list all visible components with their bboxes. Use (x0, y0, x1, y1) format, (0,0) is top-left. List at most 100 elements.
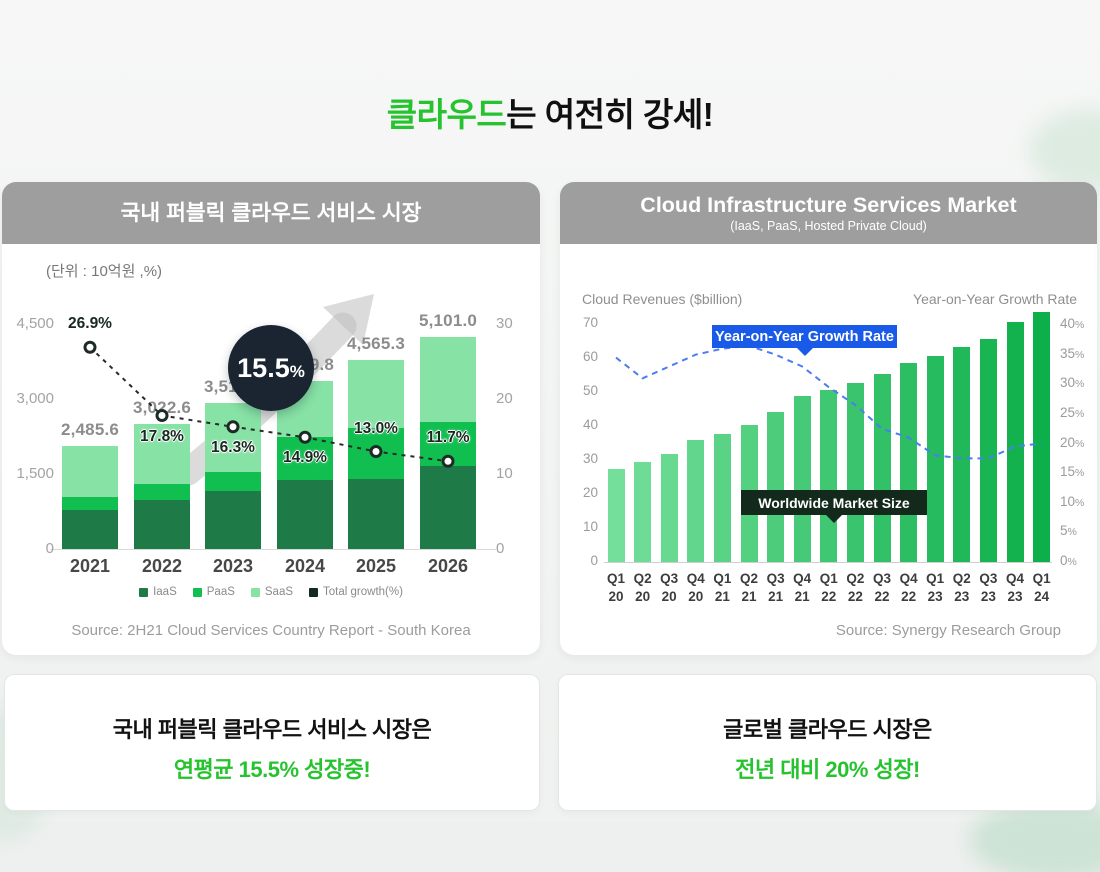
x-axis-year-label: 2026 (427, 556, 469, 576)
growth-rate-label: 26.9% (68, 315, 112, 333)
x-axis-quarter-label: Q1 20 (601, 570, 631, 605)
x-axis-quarter-label: Q4 22 (894, 570, 924, 605)
paas-segment (205, 471, 261, 491)
y-axis-right-tick: 0% (1060, 553, 1077, 568)
y-axis-right-tick: 20 (496, 390, 513, 407)
tick-percent: % (1075, 348, 1085, 361)
market-size-callout-label: Worldwide Market Size (758, 494, 910, 511)
y-axis-right-tick: 5% (1060, 523, 1077, 538)
revenue-bar-Q3-23 (979, 338, 997, 562)
saas-segment (348, 359, 404, 428)
quarter-line: Q1 (1032, 571, 1051, 586)
quarter-line: Q1 (819, 571, 838, 586)
x-axis-quarter-label: Q4 23 (1000, 570, 1030, 605)
y-axis-left-tick: 20 (582, 485, 598, 500)
chart-underlay (50, 294, 496, 550)
bar-value-label: 2,485.6 (60, 419, 120, 439)
tick-percent: % (1067, 556, 1077, 568)
summary-global: 글로벌 클라우드 시장은 전년 대비 20% 성장! (558, 674, 1097, 811)
global-card-header: Cloud Infrastructure Services Market (Ia… (560, 182, 1097, 244)
y-axis-right-tick: 25% (1060, 405, 1084, 420)
growth-rate-label: 16.3% (211, 438, 255, 456)
source-global: Source: Synergy Research Group (835, 622, 1061, 639)
x-axis-quarter-label: Q3 21 (761, 570, 791, 605)
year-line: 22 (847, 588, 863, 604)
revenue-bar-Q4-22 (900, 362, 918, 562)
global-bar-line-chart: Year-on-Year Growth Rate Worldwide Marke… (560, 182, 1097, 655)
quarter-line: Q2 (739, 571, 758, 586)
legend-label: IaaS (153, 586, 177, 598)
summary-domestic-line2: 연평균 15.5% 성장중! (173, 757, 371, 782)
revenue-bar-Q3-22 (873, 374, 891, 562)
global-market-card: Cloud Infrastructure Services Market (Ia… (560, 182, 1097, 655)
x-axis-quarter-label: Q1 21 (707, 570, 737, 605)
right-axis-title: Year-on-Year Growth Rate (913, 291, 1077, 307)
year-line: 20 (608, 588, 624, 604)
legend-label: PaaS (206, 586, 235, 598)
legend-item-paas: PaaS (192, 586, 235, 598)
domestic-market-card: 국내 퍼블릭 클라우드 서비스 시장 (단위 : 10억원 ,%) 15.5% … (2, 182, 540, 655)
tick-number: 25 (1060, 404, 1076, 420)
summary-global-line1: 글로벌 클라우드 시장은 (723, 717, 932, 742)
legend-item-iaas: IaaS (139, 586, 177, 598)
y-axis-right-tick: 30 (496, 315, 513, 332)
revenue-bar-Q1-21 (713, 433, 731, 562)
quarter-line: Q4 (1005, 571, 1024, 586)
year-line: 20 (661, 588, 677, 604)
growth-arrow-icon (174, 312, 357, 486)
x-axis-quarter-label: Q2 22 (840, 570, 870, 605)
global-card-subtitle: (IaaS, PaaS, Hosted Private Cloud) (730, 219, 927, 233)
y-axis-left-tick: 0 (590, 553, 598, 568)
footer-strip (0, 822, 1100, 872)
bar-value-label: 4,039.8 (275, 355, 335, 375)
domestic-card-header: 국내 퍼블릭 클라우드 서비스 시장 (2, 182, 540, 244)
x-axis-quarter-label: Q3 22 (867, 570, 897, 605)
revenue-bar-Q2-20 (634, 462, 652, 562)
global-card-title: Cloud Infrastructure Services Market (640, 193, 1017, 217)
legend-swatch-icon (192, 587, 202, 597)
legend-swatch-icon (250, 587, 260, 597)
revenue-bar-Q4-23 (1006, 322, 1024, 562)
legend-swatch-icon (309, 587, 319, 597)
y-axis-right-tick: 0 (496, 540, 505, 557)
x-axis-year-label: 2022 (141, 556, 183, 576)
y-axis-left-tick: 1,500 (16, 465, 54, 482)
tick-number: 40 (1060, 316, 1076, 331)
tick-number: 10 (1060, 493, 1076, 509)
x-axis-quarter-label: Q4 20 (681, 570, 711, 605)
domestic-card-title: 국내 퍼블릭 클라우드 서비스 시장 (120, 201, 422, 225)
iaas-segment (420, 466, 476, 549)
year-line: 20 (688, 588, 704, 604)
domestic-stacked-bar-chart: 15.5% 0 1,500 3,000 4,500 0 10 20 30 2,485.6 2021… (2, 182, 540, 655)
x-axis-quarter-label: Q2 21 (734, 570, 764, 605)
y-axis-right-tick: 35% (1060, 346, 1084, 361)
x-axis-year-label: 2024 (284, 556, 326, 576)
year-line: 23 (954, 588, 970, 604)
quarter-line: Q1 (713, 571, 732, 586)
saas-segment (134, 423, 190, 484)
quarter-line: Q4 (793, 571, 812, 586)
y-axis-left-tick: 10 (582, 519, 598, 534)
revenue-bar-Q1-22 (820, 389, 838, 562)
chart-legend: IaaS PaaS SaaS Total growth(%) (2, 586, 540, 598)
saas-segment (420, 337, 476, 422)
tick-percent: % (1075, 437, 1085, 450)
y-axis-right-tick: 15% (1060, 464, 1084, 479)
stacked-bar-2024 (277, 381, 333, 549)
bar-value-label: 4,565.3 (346, 333, 406, 353)
revenue-bar-Q4-21 (793, 396, 811, 562)
year-line: 20 (635, 588, 651, 604)
callout-pointer-icon (825, 514, 843, 523)
tick-number: 20 (1060, 434, 1076, 450)
iaas-segment (205, 490, 261, 549)
year-line: 24 (1034, 588, 1050, 604)
quarter-line: Q3 (979, 571, 998, 586)
legend-label: Total growth(%) (323, 586, 403, 598)
x-axis-quarter-label: Q4 21 (787, 570, 817, 605)
x-axis-quarter-label: Q1 22 (814, 570, 844, 605)
revenue-bar-Q3-20 (660, 453, 678, 562)
year-line: 21 (794, 588, 810, 604)
growth-rate-label: 13.0% (354, 419, 398, 437)
y-axis-left-tick: 4,500 (16, 315, 54, 332)
